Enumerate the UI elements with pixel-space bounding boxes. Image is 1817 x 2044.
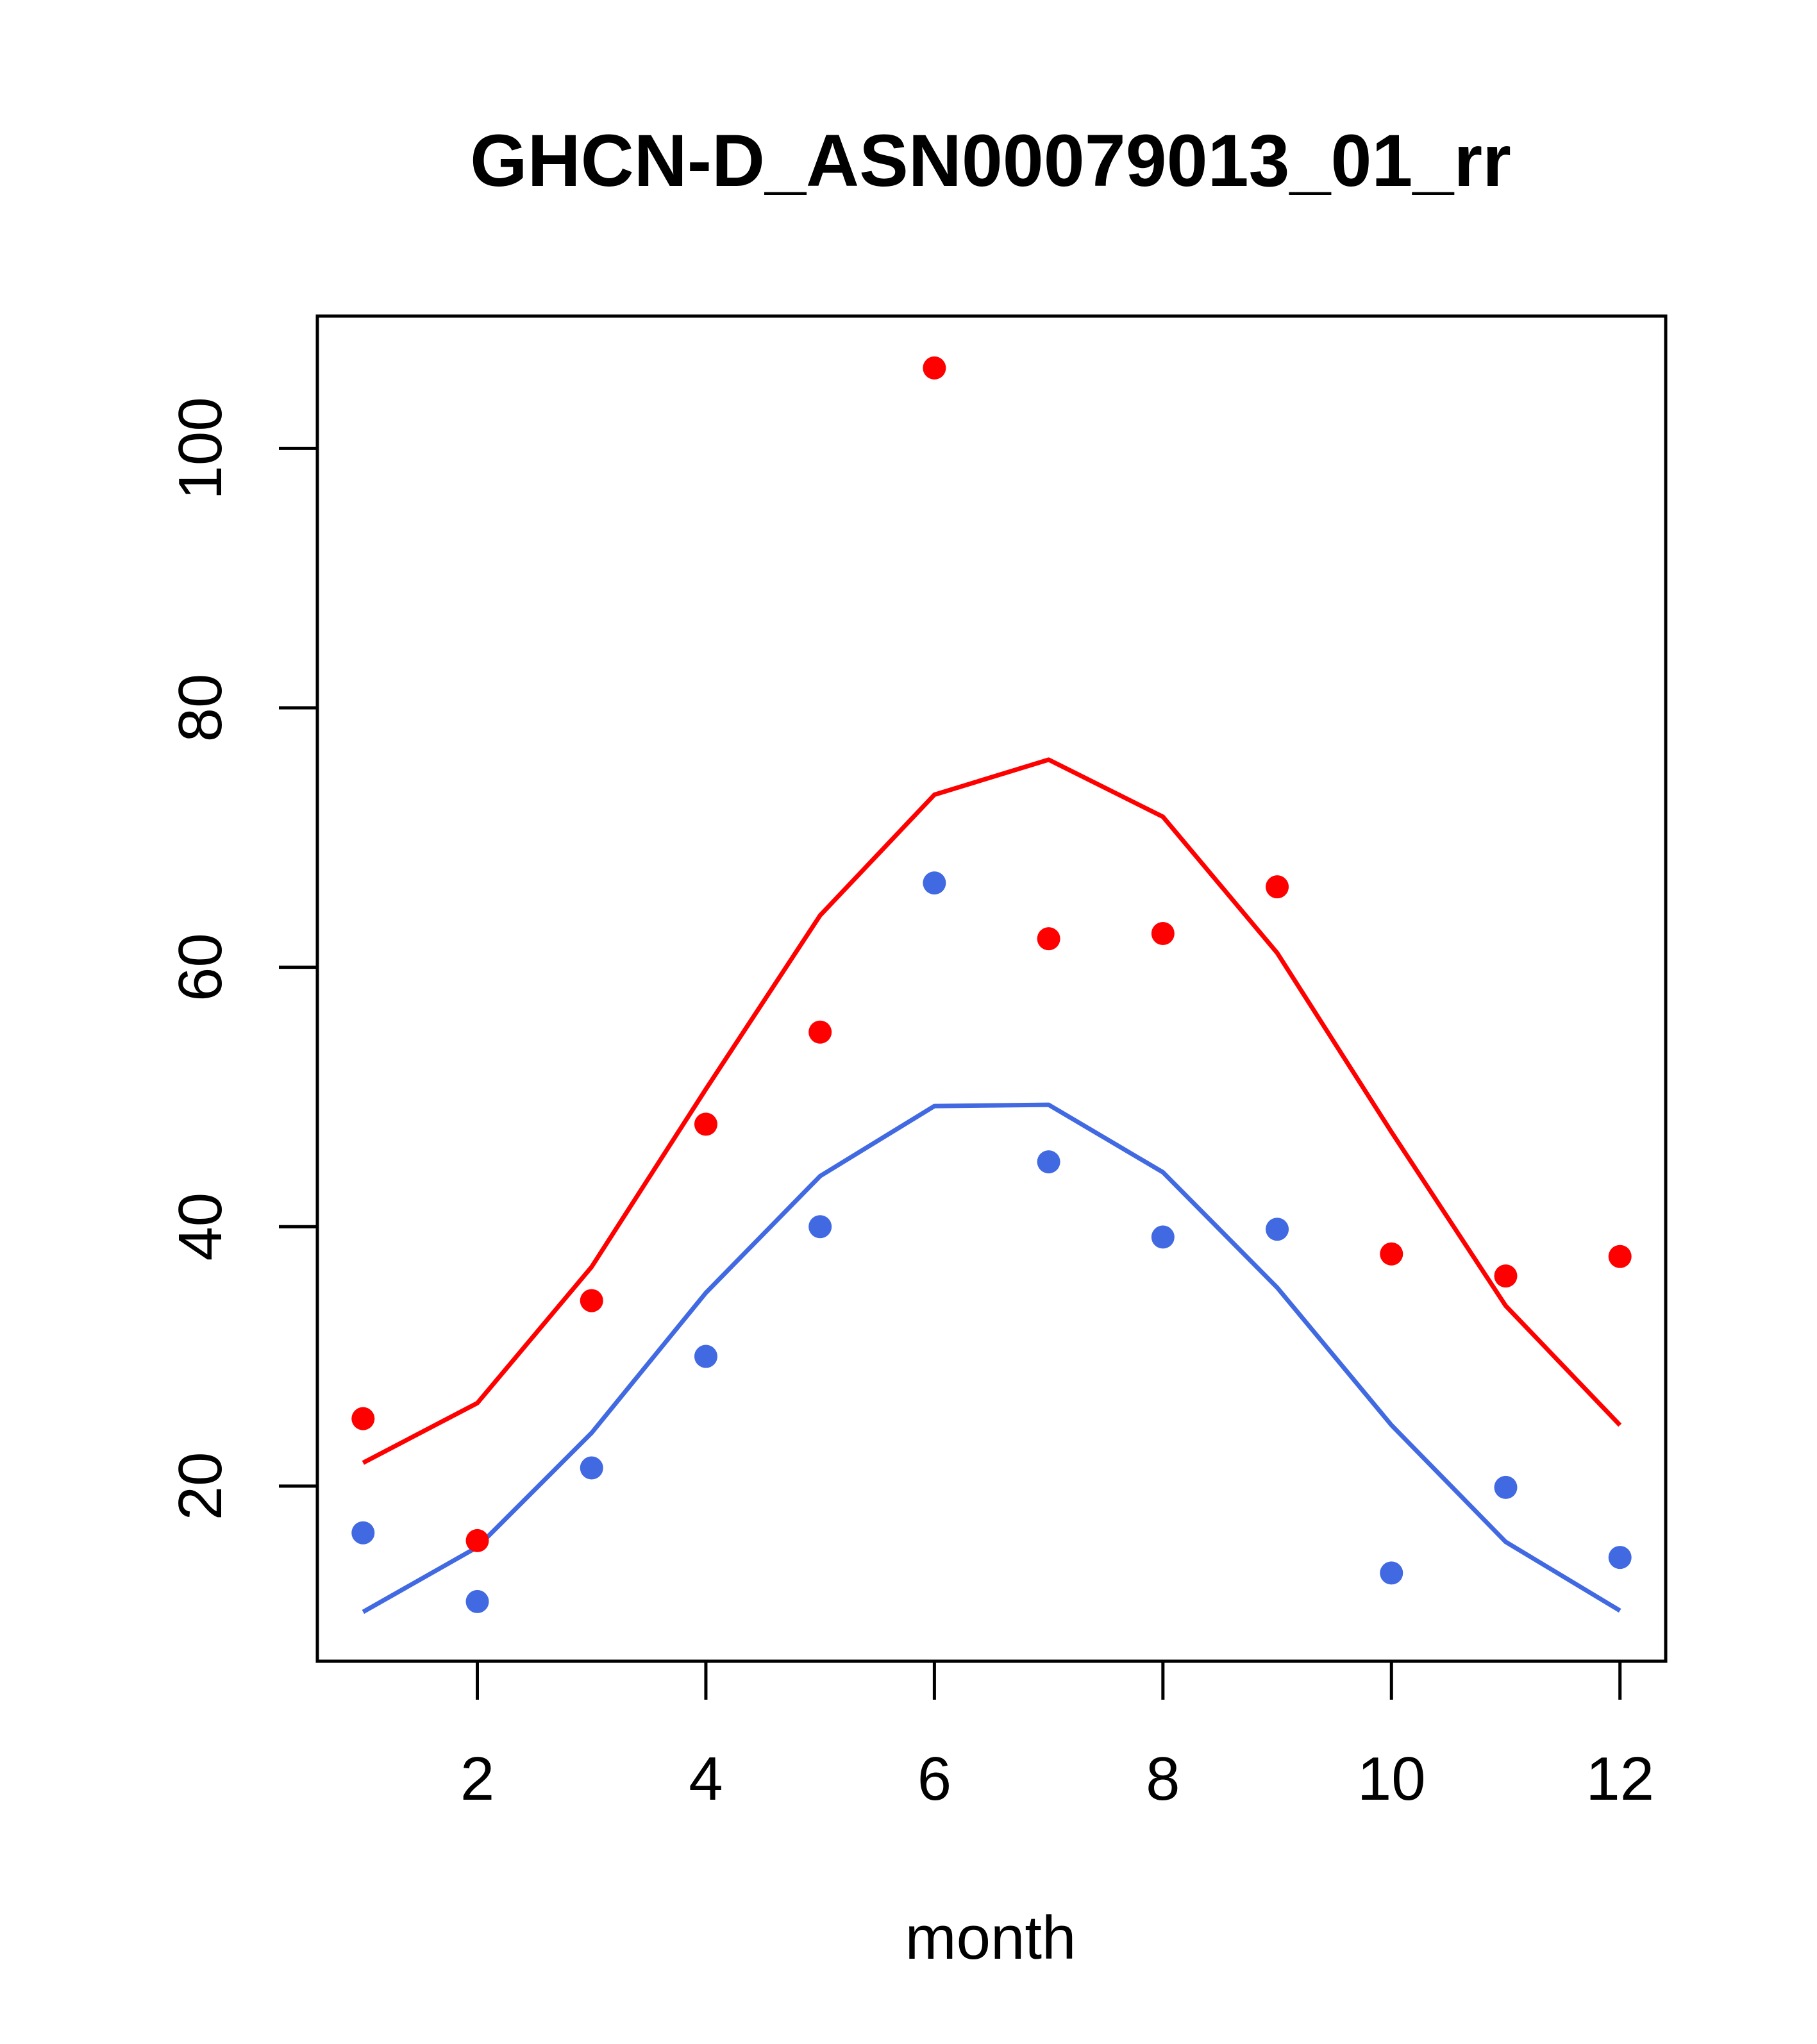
series-2-point: [351, 1521, 375, 1545]
series-1-point: [465, 1529, 489, 1552]
series-1-line: [362, 757, 1622, 1465]
x-tick-label: 10: [1357, 1745, 1426, 1813]
series-1-point: [580, 1289, 603, 1312]
series-1-point: [808, 1020, 832, 1044]
x-tick-label: 4: [689, 1745, 723, 1813]
x-tick-label: 12: [1586, 1745, 1654, 1813]
series-2-point: [580, 1456, 603, 1480]
series-2-point: [1494, 1475, 1518, 1499]
y-tick-label: 40: [166, 1193, 235, 1261]
series-2-line: [362, 1102, 1621, 1614]
y-tick-label: 20: [166, 1452, 235, 1520]
series-1-point: [1494, 1264, 1518, 1288]
axes-layer: 2 4 6 8 10 12 20 40 60 80 100: [166, 314, 1668, 1813]
series-2-point: [465, 1589, 489, 1613]
series-1-point: [1151, 922, 1175, 946]
series-2-point: [1380, 1561, 1403, 1585]
x-tick-label: 6: [917, 1745, 951, 1813]
y-tick-label: 80: [166, 674, 235, 742]
plot-frame: [315, 314, 1668, 1663]
series-2-point: [1266, 1218, 1289, 1241]
series-1-point: [1380, 1242, 1403, 1266]
y-tick-label: 100: [166, 397, 235, 499]
series-2-point: [1608, 1546, 1632, 1570]
y-tick-label: 60: [166, 933, 235, 1001]
x-axis-label: month: [905, 1904, 1076, 1972]
series-1-point: [1608, 1244, 1632, 1268]
series-2-point: [923, 871, 946, 895]
series-1-point: [351, 1407, 375, 1430]
series-lines-layer: [362, 757, 1622, 1614]
series-1-point: [1266, 875, 1289, 899]
series-1-point: [1037, 927, 1060, 951]
x-tick-label: 2: [460, 1745, 494, 1813]
series-2-point: [1151, 1225, 1175, 1249]
x-tick-label: 8: [1146, 1745, 1180, 1813]
series-2-point: [694, 1345, 717, 1368]
series-points-layer: [351, 356, 1632, 1613]
chart-title: GHCN-D_ASN00079013_01_rr: [470, 120, 1511, 202]
series-1-point: [694, 1112, 717, 1136]
series-2-point: [1037, 1150, 1060, 1174]
series-2-point: [808, 1215, 832, 1239]
series-1-point: [923, 356, 946, 380]
